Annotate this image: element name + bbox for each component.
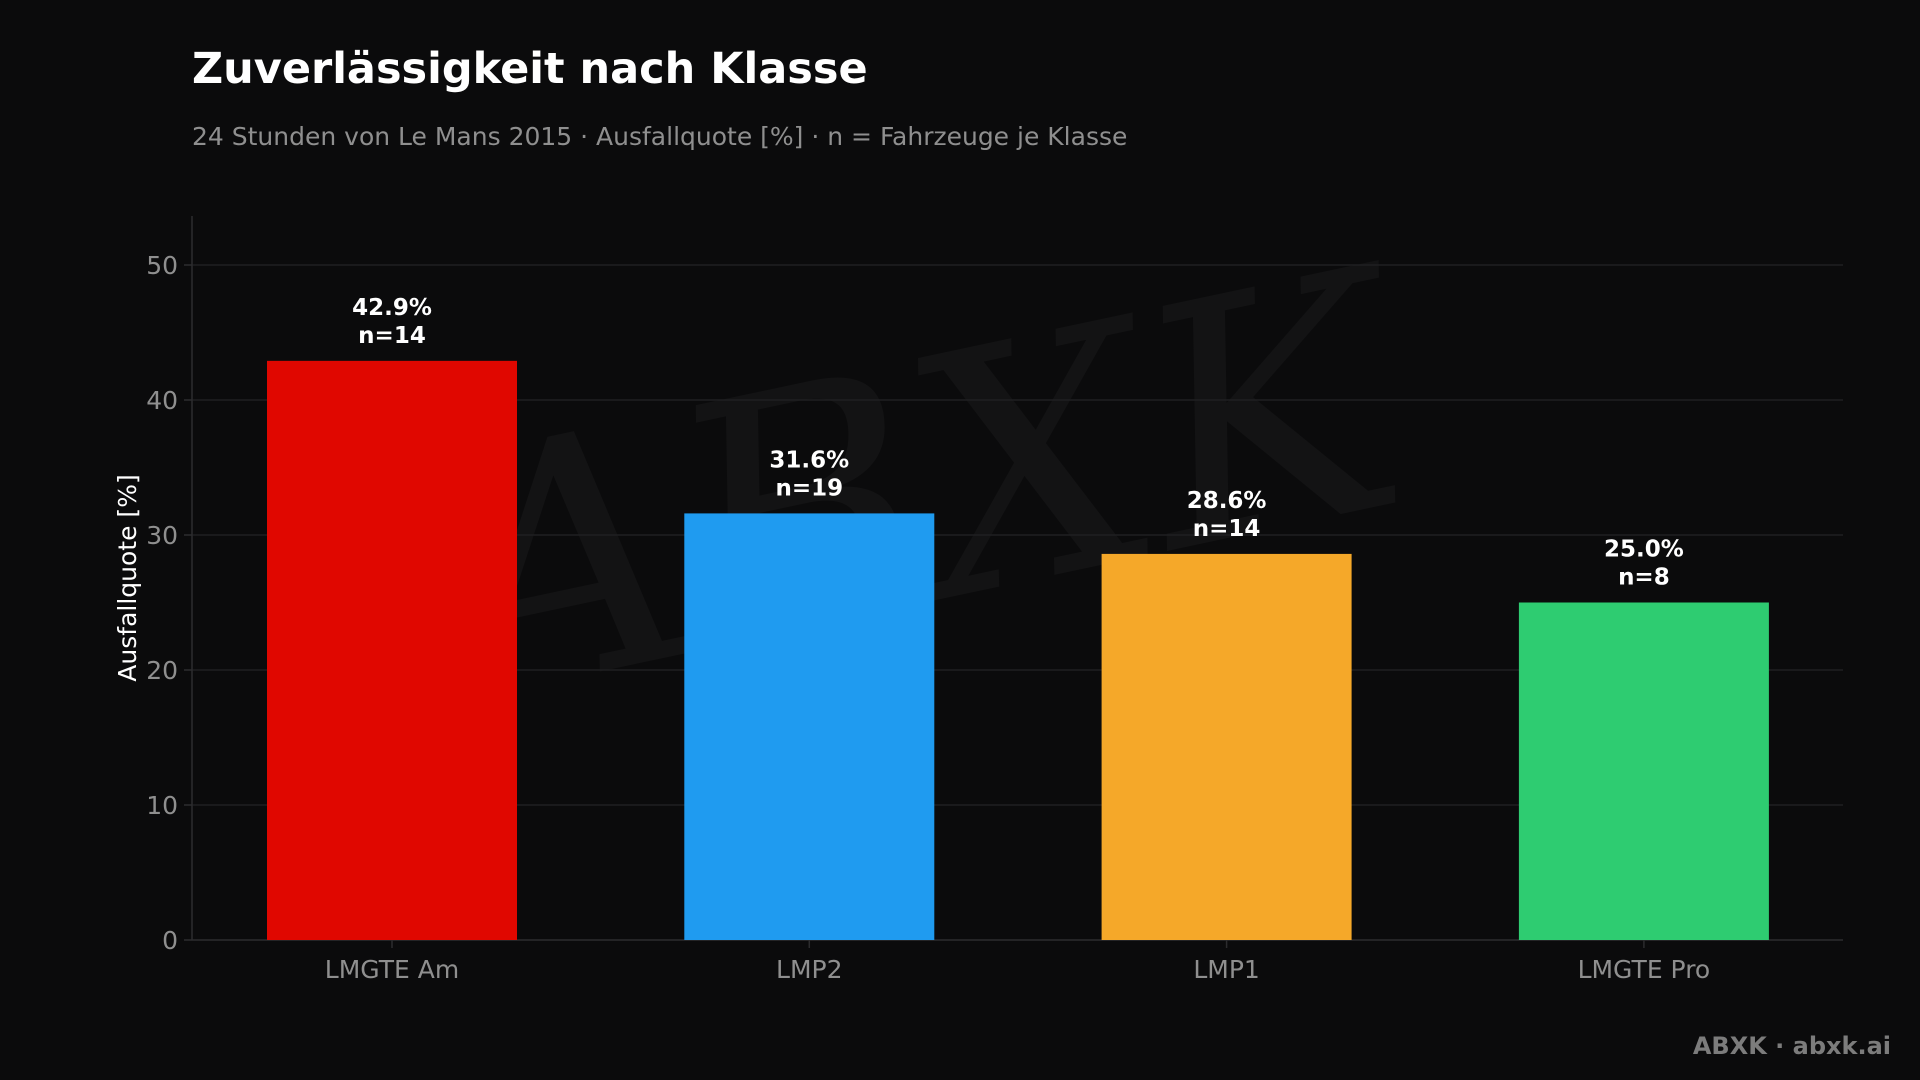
bar: [684, 513, 935, 940]
y-tick-label: 50: [146, 251, 178, 280]
chart-subtitle: 24 Stunden von Le Mans 2015 · Ausfallquo…: [192, 122, 1128, 151]
footer-brand: ABXK · abxk.ai: [1692, 1032, 1891, 1060]
bar-count-label: n=8: [1618, 565, 1670, 591]
bar-count-label: n=14: [1193, 516, 1261, 542]
bars: [267, 360, 1769, 941]
x-tick-label: LMGTE Pro: [1578, 955, 1711, 984]
y-tick-label: 30: [146, 521, 178, 550]
bar-value-label: 31.6%: [769, 447, 849, 473]
y-tick-labels: 0 10 20 30 40 50: [146, 251, 192, 955]
y-tick-label: 10: [146, 791, 178, 820]
bar-value-label: 42.9%: [352, 295, 432, 321]
x-tick-label: LMGTE Am: [325, 955, 459, 984]
chart-title: Zuverlässigkeit nach Klasse: [192, 44, 868, 94]
x-tick-label: LMP1: [1193, 955, 1259, 984]
y-tick-label: 20: [146, 656, 178, 685]
y-axis-title: Ausfallquote [%]: [113, 474, 142, 681]
bar-count-label: n=14: [358, 323, 426, 349]
category-labels: LMGTE Am LMP2 LMP1 LMGTE Pro: [325, 940, 1710, 984]
bar-value-label: 28.6%: [1187, 488, 1267, 514]
y-tick-label: 0: [162, 926, 178, 955]
x-tick-label: LMP2: [776, 955, 842, 984]
bar: [267, 360, 517, 941]
bar-value-label: 25.0%: [1604, 537, 1684, 563]
bar: [1518, 602, 1769, 940]
bar: [1101, 553, 1352, 940]
y-tick-label: 40: [146, 386, 178, 415]
bar-count-label: n=19: [775, 475, 843, 501]
